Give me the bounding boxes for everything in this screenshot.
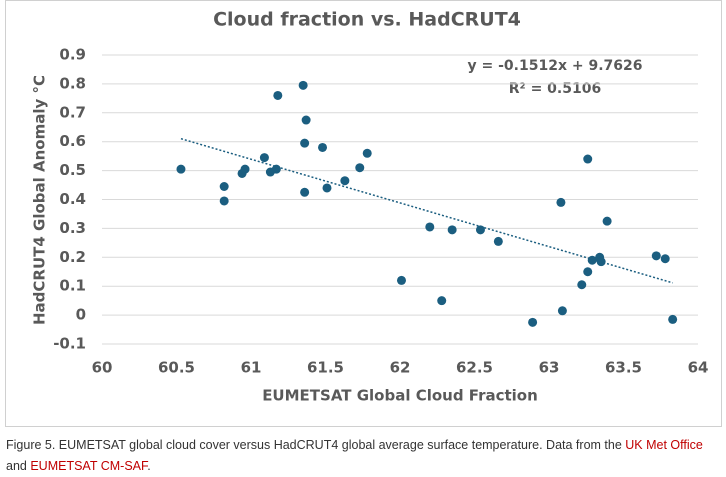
point	[475, 225, 485, 235]
point	[425, 222, 435, 232]
x-tick-label: 63.5	[605, 359, 642, 377]
point	[219, 196, 229, 206]
point	[660, 254, 670, 264]
x-tick-label: 62	[390, 359, 411, 377]
point	[651, 251, 661, 261]
y-tick-label: 0	[76, 306, 86, 324]
y-tick-label: -0.1	[53, 335, 86, 353]
link[interactable]: EUMETSAT CM-SAF	[30, 459, 148, 473]
point	[362, 148, 372, 158]
chart: Cloud fraction vs. HadCRUT4 EUMETSAT Glo…	[31, 9, 709, 405]
x-tick-label: 61	[241, 359, 262, 377]
point	[493, 236, 503, 246]
point	[557, 306, 567, 316]
point	[273, 90, 283, 100]
r-squared: R² = 0.5106	[509, 81, 601, 97]
y-tick-label: 0.7	[59, 103, 86, 121]
x-tick-label: 60.5	[158, 359, 195, 377]
y-tick-label: 0.6	[59, 132, 86, 150]
caption-text: Figure 5. EUMETSAT global cloud cover ve…	[6, 438, 626, 452]
point	[322, 183, 332, 193]
x-tick-label: 63	[539, 359, 560, 377]
caption: Figure 5. EUMETSAT global cloud cover ve…	[6, 435, 722, 477]
x-axis-label: EUMETSAT Global Cloud Fraction	[262, 387, 538, 405]
point	[556, 197, 566, 207]
x-tick-label: 64	[688, 359, 709, 377]
point	[577, 280, 587, 290]
point	[176, 164, 186, 174]
x-tick-label: 62.5	[456, 359, 493, 377]
point	[300, 187, 310, 197]
point	[298, 80, 308, 90]
y-tick-label: 0.4	[59, 190, 86, 208]
trend-equation: y = -0.1512x + 9.7626	[468, 58, 643, 74]
y-tick-label: 0.8	[59, 74, 86, 92]
y-tick-label: 0.2	[59, 248, 86, 266]
point	[587, 255, 597, 265]
point	[602, 216, 612, 226]
y-axis-label: HadCRUT4 Global Anomaly °C	[31, 75, 49, 325]
caption-text: and	[6, 459, 27, 473]
y-tick-label: 0.1	[59, 277, 86, 295]
link[interactable]: UK Met Office	[625, 438, 703, 452]
point	[447, 225, 457, 235]
point	[355, 163, 365, 173]
point	[240, 164, 250, 174]
point	[271, 164, 281, 174]
point	[583, 154, 593, 164]
caption-text: .	[147, 459, 151, 473]
point	[340, 176, 350, 186]
point	[437, 296, 447, 306]
y-tick-label: 0.9	[59, 46, 86, 64]
point	[396, 275, 406, 285]
point	[596, 257, 606, 267]
point	[668, 314, 678, 324]
point	[301, 115, 311, 125]
y-tick-label: 0.5	[59, 161, 86, 179]
point	[583, 267, 593, 277]
x-tick-label: 60	[92, 359, 113, 377]
chart-title: Cloud fraction vs. HadCRUT4	[213, 9, 521, 31]
x-tick-label: 61.5	[307, 359, 344, 377]
point	[528, 317, 538, 327]
point	[300, 138, 310, 148]
trendline	[180, 137, 673, 284]
point	[259, 153, 269, 163]
point	[219, 181, 229, 191]
point	[318, 142, 328, 152]
chart-frame	[5, 0, 722, 427]
y-tick-label: 0.3	[59, 219, 86, 237]
